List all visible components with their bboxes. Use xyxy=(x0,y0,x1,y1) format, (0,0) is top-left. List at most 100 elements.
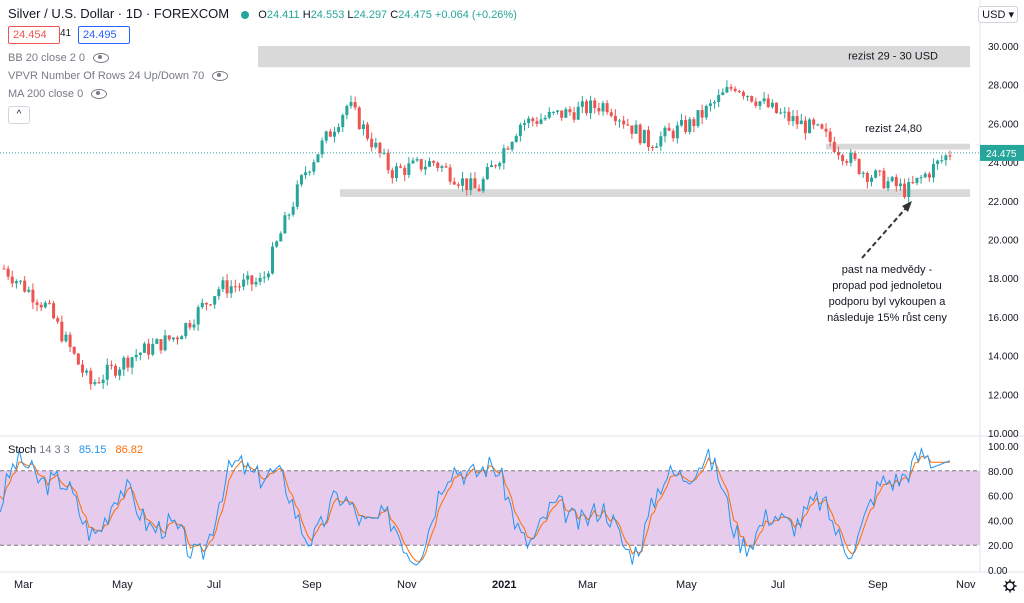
eye-icon[interactable] xyxy=(93,53,110,64)
candle-body xyxy=(841,155,845,162)
resistance-zone-top xyxy=(258,46,970,68)
sell-button[interactable]: 24.454 xyxy=(8,26,60,44)
gear-tooth xyxy=(1012,588,1016,592)
candle-body xyxy=(345,105,349,116)
candle-body xyxy=(576,106,580,120)
candle-body xyxy=(209,304,213,306)
candle-body xyxy=(527,118,531,124)
candle-body xyxy=(440,166,444,168)
candle-body xyxy=(39,304,43,308)
candle-body xyxy=(861,172,865,174)
candle-body xyxy=(233,286,237,288)
candle-body xyxy=(246,275,250,280)
indicator-bb[interactable]: BB 20 close 2 0 xyxy=(8,52,110,64)
candle-body xyxy=(741,92,745,97)
candle-body xyxy=(275,241,279,247)
candle-body xyxy=(927,173,931,178)
candle-body xyxy=(93,382,97,385)
candle-body xyxy=(97,382,101,384)
candle-body xyxy=(461,178,465,186)
candle-body xyxy=(192,324,196,328)
collapse-indicators-button[interactable]: ^ xyxy=(8,106,30,124)
candle-body xyxy=(147,343,151,355)
candle-body xyxy=(696,110,700,127)
candle-body xyxy=(531,118,535,122)
annotation-arrow xyxy=(861,207,907,259)
candle-body xyxy=(423,166,427,170)
candle-body xyxy=(304,172,308,176)
note-line: následuje 15% růst ceny xyxy=(827,312,947,324)
candle-body xyxy=(432,161,436,163)
eye-icon[interactable] xyxy=(91,89,108,100)
indicator-ma-label: MA 200 close 0 xyxy=(8,88,84,100)
stoch-tick-label: 100.00 xyxy=(988,442,1019,453)
candle-body xyxy=(808,119,812,134)
candle-body xyxy=(122,357,126,370)
annotation-resist-mid: rezist 24,80 xyxy=(865,123,922,135)
candle-body xyxy=(609,112,613,116)
currency-button[interactable]: USD ▾ xyxy=(978,6,1018,23)
candle-body xyxy=(911,182,915,184)
candle-body xyxy=(411,160,415,164)
candle-body xyxy=(118,369,122,376)
price-tick-label: 28.000 xyxy=(988,81,1019,92)
candle-body xyxy=(944,155,948,161)
candle-body xyxy=(572,112,576,120)
candle-body xyxy=(618,120,622,122)
candle-body xyxy=(287,214,291,216)
buy-button[interactable]: 24.495 xyxy=(78,26,130,44)
chevron-down-icon: ▾ xyxy=(1008,9,1014,21)
candle-body xyxy=(948,155,952,157)
price-tick-label: 16.000 xyxy=(988,313,1019,324)
stoch-tick-label: 20.00 xyxy=(988,541,1013,552)
price-tick-label: 22.000 xyxy=(988,197,1019,208)
candle-body xyxy=(779,112,783,114)
candle-body xyxy=(919,177,923,179)
stoch-params: 14 3 3 xyxy=(39,444,70,456)
candle-body xyxy=(799,120,803,125)
candle-body xyxy=(444,166,448,168)
candle-body xyxy=(221,280,225,290)
candle-body xyxy=(419,159,423,170)
candle-body xyxy=(155,339,159,344)
candle-body xyxy=(456,184,460,186)
candle-body xyxy=(101,379,105,384)
annotation-resist-top: rezist 29 - 30 USD xyxy=(848,51,938,63)
current-price-tag-bg xyxy=(980,144,1024,161)
candle-body xyxy=(283,215,287,234)
stoch-tick-label: 0.00 xyxy=(988,566,1008,577)
candle-body xyxy=(750,95,754,102)
candle-body xyxy=(188,323,192,328)
candle-body xyxy=(506,148,510,150)
annotation-arrow-head xyxy=(902,201,912,212)
candle-body xyxy=(225,280,229,294)
price-axis-bg xyxy=(980,0,1024,598)
candle-body xyxy=(324,131,328,141)
candle-body xyxy=(142,343,146,353)
candle-body xyxy=(353,102,357,108)
candle-body xyxy=(386,152,390,171)
candle-body xyxy=(936,160,940,164)
candle-body xyxy=(551,111,555,113)
candle-body xyxy=(663,127,667,137)
candle-body xyxy=(556,110,560,112)
symbol-legend: Silver / U.S. Dollar · 1D · FOREXCOM O24… xyxy=(8,6,517,21)
candle-body xyxy=(882,170,886,189)
indicator-ma[interactable]: MA 200 close 0 xyxy=(8,88,108,100)
candle-body xyxy=(374,142,378,148)
candle-body xyxy=(60,321,64,342)
candle-body xyxy=(754,101,758,106)
indicator-vpvr[interactable]: VPVR Number Of Rows 24 Up/Down 70 xyxy=(8,70,229,82)
candle-body xyxy=(679,119,683,126)
candle-body xyxy=(878,170,882,172)
market-status-icon xyxy=(240,10,249,19)
eye-icon[interactable] xyxy=(212,71,229,82)
candle-body xyxy=(452,181,456,185)
candle-body xyxy=(890,177,894,182)
candle-body xyxy=(514,136,518,143)
candle-body xyxy=(613,115,617,122)
candle-body xyxy=(159,339,163,351)
candle-body xyxy=(47,302,51,304)
